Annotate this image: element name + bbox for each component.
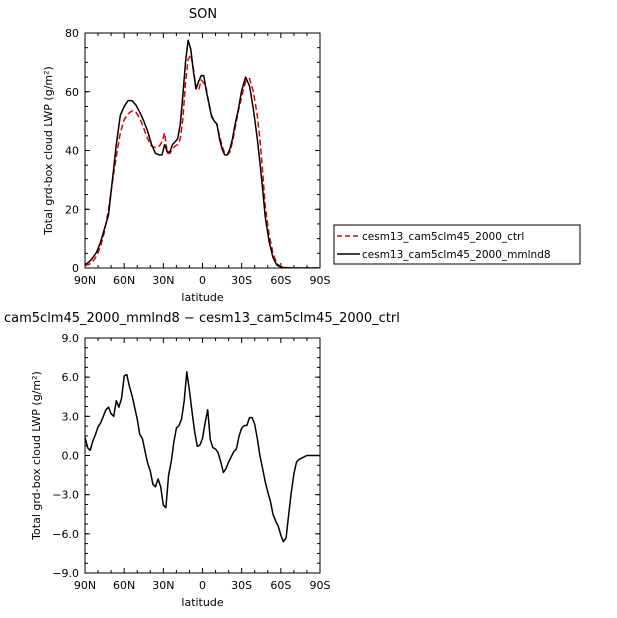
y-tick-label: 20: [65, 203, 79, 216]
x-tick-label: 90S: [310, 579, 331, 592]
x-tick-label: 0: [199, 274, 206, 287]
chart-title: SON: [189, 7, 217, 22]
x-tick-label: 30S: [231, 274, 252, 287]
plot-frame: [84, 32, 321, 269]
y-tick-label: 40: [65, 145, 79, 158]
x-tick-label: 60N: [113, 274, 135, 287]
plot-frame: [84, 337, 321, 574]
x-tick-label: 0: [199, 579, 206, 592]
x-tick-label: 90N: [74, 274, 96, 287]
y-tick-label: 0: [72, 262, 79, 275]
y-tick-label: 80: [65, 27, 79, 40]
chart-2: cam5clm45_2000_mmlnd8 − cesm13_cam5clm45…: [4, 311, 400, 609]
x-tick-label: 30N: [152, 579, 174, 592]
chart-1: SON 90N 60N 30N 0 30S 60S 90S 0 20 40 60 80 latitude T…: [42, 7, 581, 304]
x-tick-label: 60N: [113, 579, 135, 592]
y-tick-label: 0.0: [62, 450, 80, 463]
series-line-1: [85, 371, 320, 543]
y-tick-label: −9.0: [52, 567, 79, 580]
x-axis-label: latitude: [181, 291, 223, 304]
y-tick-label: 9.0: [62, 332, 80, 345]
y-tick-label: 6.0: [62, 371, 80, 384]
x-tick-label: 30N: [152, 274, 174, 287]
x-tick-label: 90S: [310, 274, 331, 287]
legend-label-2: cesm13_cam5clm45_2000_mmlnd8: [362, 249, 551, 261]
y-axis-label: Total grd-box cloud LWP (g/m²): [30, 371, 43, 541]
series-line-1: [85, 54, 320, 268]
x-tick-label: 90N: [74, 579, 96, 592]
y-tick-label: 60: [65, 86, 79, 99]
legend-box: [333, 224, 581, 265]
legend: cesm13_cam5clm45_2000_ctrl cesm13_cam5clm…: [333, 224, 581, 265]
y-axis-label: Total grd-box cloud LWP (g/m²): [42, 66, 55, 236]
x-tick-label: 60S: [270, 579, 291, 592]
series-line-2: [85, 39, 320, 268]
x-tick-label: 30S: [231, 579, 252, 592]
x-axis-label: latitude: [181, 596, 223, 609]
legend-label-1: cesm13_cam5clm45_2000_ctrl: [362, 231, 524, 243]
x-tick-label: 60S: [270, 274, 291, 287]
y-tick-label: −3.0: [52, 489, 79, 502]
y-tick-label: −6.0: [52, 528, 79, 541]
chart-title: cam5clm45_2000_mmlnd8 − cesm13_cam5clm45…: [4, 311, 400, 326]
y-tick-label: 3.0: [62, 410, 80, 423]
